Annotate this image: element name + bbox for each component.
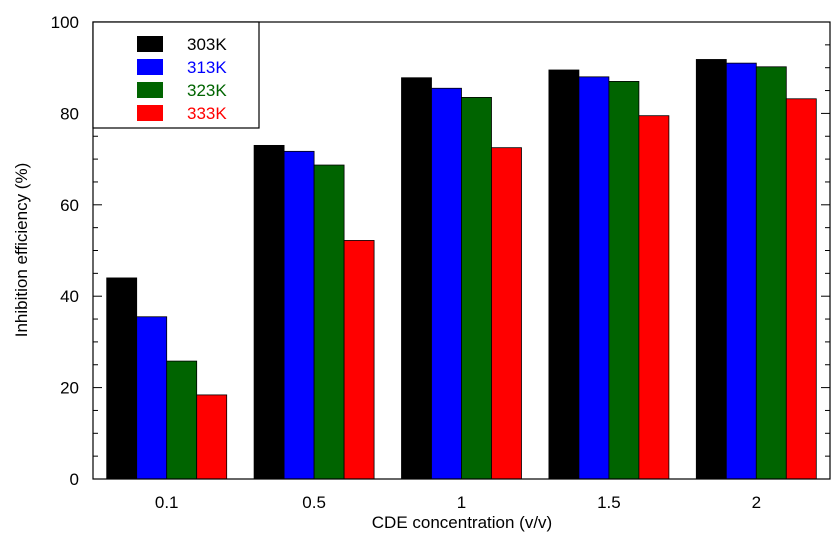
y-tick-label: 80 <box>60 104 79 123</box>
legend-box <box>92 21 260 129</box>
legend-swatch-323K <box>137 82 163 98</box>
bar-303K-1.5 <box>548 69 580 480</box>
legend-label-323K: 323K <box>187 81 227 100</box>
x-tick-label: 1.5 <box>597 493 621 512</box>
bar-313K-0.5 <box>283 150 315 480</box>
x-axis-title: CDE concentration (v/v) <box>372 513 552 532</box>
legend: 303K 313K 323K 333K <box>92 21 260 129</box>
bar-323K-1 <box>461 97 492 480</box>
bar-313K-2 <box>725 62 757 480</box>
x-tick-label: 0.1 <box>155 493 179 512</box>
y-tick-label: 0 <box>70 470 79 489</box>
legend-swatch-303K <box>137 36 163 52</box>
legend-label-313K: 313K <box>187 58 227 77</box>
bar-333K-0.1 <box>196 394 228 480</box>
y-tick-label: 100 <box>51 13 79 32</box>
bar-323K-1.5 <box>608 81 640 480</box>
bars-layer <box>106 59 817 480</box>
bar-303K-2 <box>695 59 727 480</box>
bar-333K-1.5 <box>638 115 670 480</box>
x-tick-label: 1 <box>457 493 466 512</box>
y-tick-label: 60 <box>60 196 79 215</box>
legend-swatch-313K <box>137 59 163 75</box>
legend-label-303K: 303K <box>187 35 227 54</box>
bar-313K-1.5 <box>578 76 610 480</box>
bar-323K-2 <box>755 66 787 480</box>
legend-label-333K: 333K <box>187 104 227 123</box>
y-tick-label: 40 <box>60 287 79 306</box>
y-axis-title: Inhibition efficiency (%) <box>12 163 31 338</box>
y-tick-label: 20 <box>60 379 79 398</box>
y-axis: 0 20 40 60 80 100 <box>51 13 830 489</box>
bar-303K-0.1 <box>106 277 138 480</box>
bar-333K-1 <box>491 147 522 480</box>
bar-303K-0.5 <box>253 144 285 480</box>
bar-333K-0.5 <box>343 240 375 480</box>
bar-313K-1 <box>431 87 462 480</box>
bar-303K-1 <box>401 77 432 480</box>
bar-333K-2 <box>785 98 817 480</box>
bar-323K-0.1 <box>166 360 198 480</box>
bar-313K-0.1 <box>136 316 168 480</box>
x-tick-label: 0.5 <box>302 493 326 512</box>
x-axis: 0.1 0.5 1 1.5 2 <box>155 493 761 512</box>
legend-swatch-333K <box>137 105 163 121</box>
x-tick-label: 2 <box>752 493 761 512</box>
bar-323K-0.5 <box>313 164 345 480</box>
